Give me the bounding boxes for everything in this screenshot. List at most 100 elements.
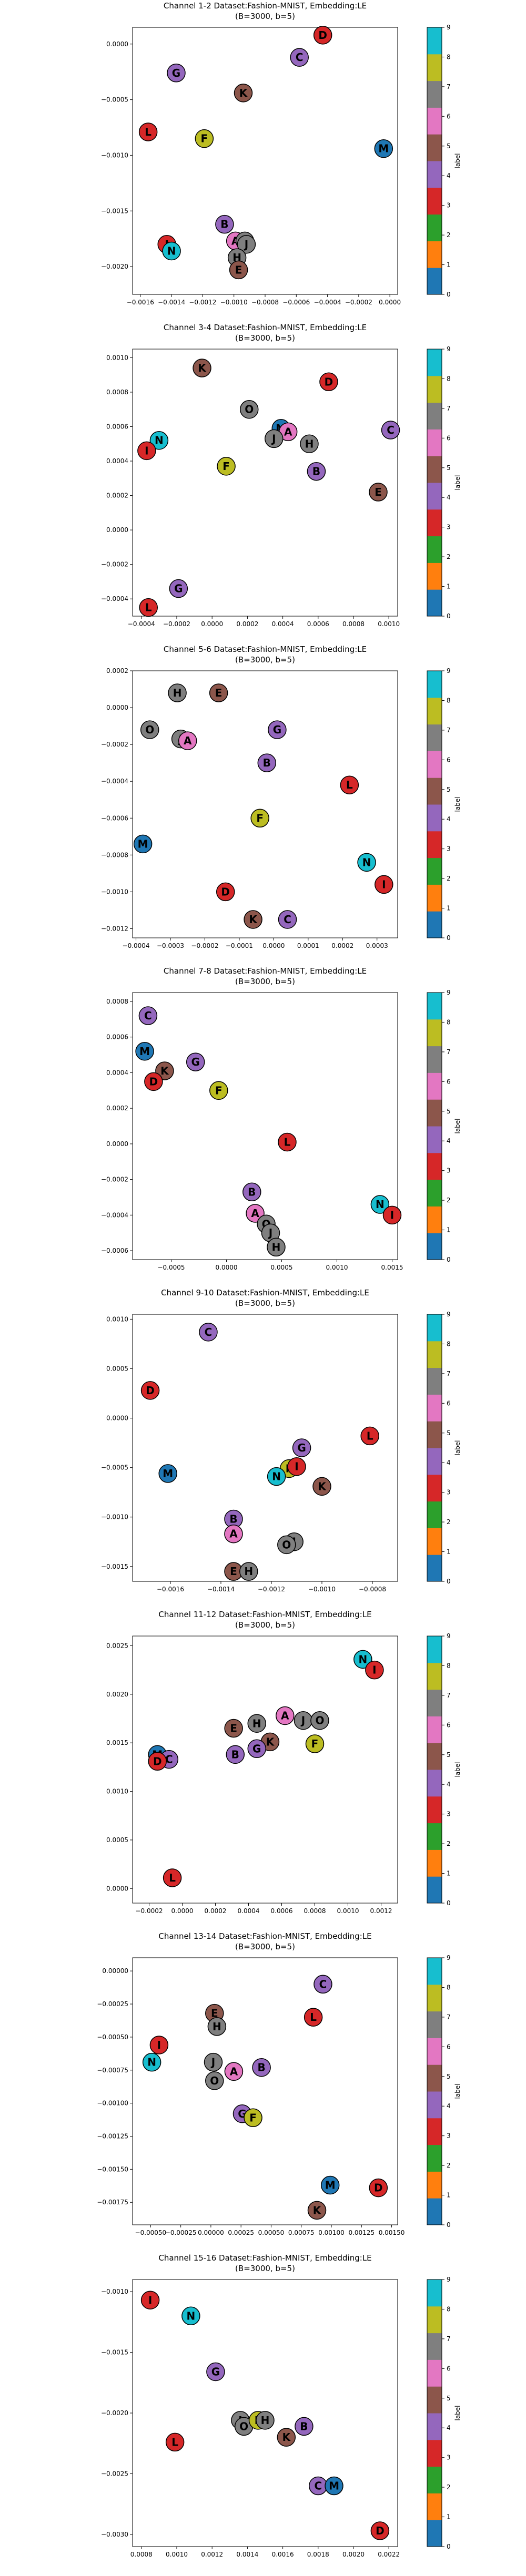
point — [224, 2062, 244, 2081]
point — [247, 1714, 266, 1733]
colorbar-segment — [427, 2520, 442, 2547]
point — [229, 260, 248, 280]
colorbar-segment — [427, 911, 442, 938]
point — [163, 1868, 182, 1887]
colorbar-tick-label: 1 — [447, 1870, 451, 1877]
point — [300, 434, 319, 454]
point-label: D — [153, 1755, 162, 1767]
colorbar-tick-label: 1 — [447, 905, 451, 912]
x-tick-label: 0.00100 — [318, 2229, 345, 2236]
point — [252, 2058, 271, 2077]
chart-subtitle: (B=3000, b=5) — [235, 1942, 295, 1951]
point-label: C — [144, 1009, 152, 1022]
x-tick-label: 0.0000 — [379, 299, 401, 306]
point — [195, 129, 214, 148]
colorbar-segment — [427, 1367, 442, 1395]
point — [277, 1535, 296, 1555]
x-tick-label: −0.0006 — [282, 299, 310, 306]
point — [307, 2201, 327, 2220]
point-label: D — [146, 1384, 155, 1397]
x-tick-label: 0.0022 — [378, 2551, 400, 2558]
chart-subtitle: (B=3000, b=5) — [235, 12, 295, 21]
point-label: A — [284, 425, 292, 438]
y-tick-label: 0.0000 — [106, 704, 128, 711]
x-tick-label: 0.0008 — [304, 1907, 326, 1915]
point-label: N — [155, 434, 164, 447]
colorbar-segment — [427, 1984, 442, 2012]
point-label: K — [198, 362, 207, 374]
colorbar-tick-label: 4 — [447, 1137, 451, 1144]
colorbar-tick-label: 8 — [447, 1984, 451, 1991]
point-label: F — [222, 460, 230, 473]
colorbar-segment — [427, 1528, 442, 1555]
point-label: D — [325, 375, 333, 388]
point — [133, 834, 153, 854]
x-tick-label: −0.00025 — [165, 2229, 197, 2236]
y-tick-label: 0.0006 — [106, 423, 128, 430]
colorbar-segment — [427, 1876, 442, 1904]
colorbar-tick-label: 7 — [447, 1048, 451, 1056]
y-tick-label: −0.0010 — [101, 888, 128, 895]
y-tick-label: 0.0000 — [106, 1415, 128, 1422]
colorbar-segment — [427, 1770, 442, 1797]
chart-subtitle: (B=3000, b=5) — [235, 1299, 295, 1308]
colorbar-label: label — [454, 2083, 461, 2099]
y-tick-label: −0.0015 — [101, 207, 128, 214]
x-tick-label: −0.0002 — [135, 1907, 163, 1915]
colorbar-segment — [427, 778, 442, 805]
point-label: J — [268, 1226, 272, 1239]
chart-title: Channel 5-6 Dataset:Fashion-MNIST, Embed… — [164, 645, 367, 654]
chart-subtitle: (B=3000, b=5) — [235, 2264, 295, 2273]
point — [360, 1426, 379, 1446]
colorbar-tick-label: 8 — [447, 2305, 451, 2313]
point — [140, 1381, 160, 1400]
y-tick-label: −0.0002 — [101, 741, 128, 748]
colorbar-tick-label: 7 — [447, 727, 451, 734]
colorbar-tick-label: 1 — [447, 261, 451, 269]
y-tick-label: 0.0010 — [106, 354, 128, 361]
point-label: L — [310, 2011, 317, 2023]
point — [139, 598, 158, 617]
colorbar-tick-label: 6 — [447, 1399, 451, 1407]
colorbar-tick-label: 7 — [447, 1692, 451, 1699]
colorbar-tick-label: 5 — [447, 1429, 451, 1437]
colorbar-segment — [427, 161, 442, 188]
y-tick-label: 0.0008 — [106, 389, 128, 396]
y-tick-label: −0.0004 — [101, 595, 128, 602]
point — [137, 441, 156, 461]
point — [250, 809, 269, 828]
point — [382, 1205, 402, 1225]
point-label: O — [315, 1714, 324, 1727]
colorbar-tick-label: 0 — [447, 2221, 451, 2229]
point-label: N — [187, 2309, 196, 2322]
colorbar-tick-label: 2 — [447, 2483, 451, 2491]
y-tick-label: −0.00025 — [97, 2000, 128, 2008]
y-tick-label: −0.0015 — [101, 2349, 128, 2356]
point — [278, 1132, 297, 1152]
point-label: E — [215, 687, 222, 699]
subplot: Channel 13-14 Dataset:Fashion-MNIST, Emb… — [97, 1931, 461, 2236]
subplot: Channel 5-6 Dataset:Fashion-MNIST, Embed… — [101, 645, 461, 949]
point — [287, 1457, 306, 1476]
point-label: I — [157, 2039, 161, 2051]
x-tick-label: −0.0005 — [157, 1264, 185, 1271]
x-tick-label: 0.0006 — [271, 1907, 293, 1915]
colorbar-frame — [427, 670, 442, 938]
x-tick-label: 0.0008 — [130, 2551, 153, 2558]
point-label: M — [138, 837, 148, 850]
y-tick-label: −0.0025 — [101, 2470, 128, 2477]
colorbar-tick-label: 6 — [447, 756, 451, 763]
point — [357, 853, 376, 872]
y-tick-label: 0.0000 — [106, 40, 128, 48]
x-tick-label: −0.0003 — [157, 942, 184, 949]
subplot: Channel 1-2 Dataset:Fashion-MNIST, Embed… — [101, 1, 461, 306]
point — [370, 1195, 390, 1214]
point-label: I — [295, 1460, 298, 1473]
x-tick-label: 0.0000 — [201, 620, 223, 628]
colorbar-segment — [427, 804, 442, 832]
colorbar-tick-label: 6 — [447, 2365, 451, 2372]
point — [206, 2362, 225, 2381]
x-tick-label: 0.0002 — [205, 1907, 227, 1915]
point-label: K — [318, 1480, 327, 1493]
colorbar-tick-label: 1 — [447, 1548, 451, 1556]
